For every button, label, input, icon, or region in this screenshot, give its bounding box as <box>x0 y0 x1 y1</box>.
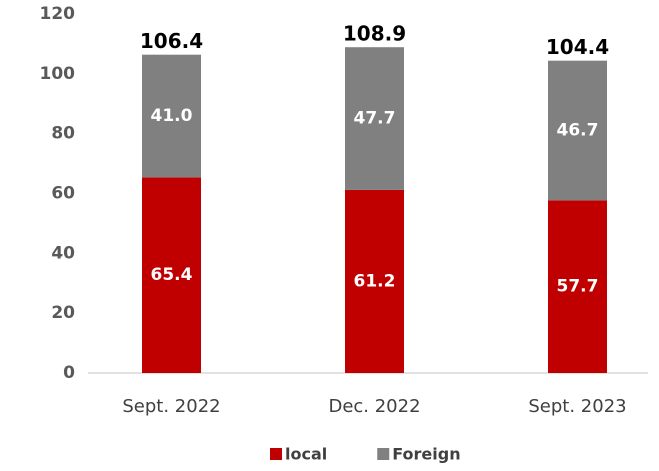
x-tick-label: Dec. 2022 <box>328 396 420 417</box>
legend-label: Foreign <box>392 445 460 464</box>
data-label: 61.2 <box>354 271 396 291</box>
y-tick-label: 120 <box>40 4 76 24</box>
total-label: 106.4 <box>140 29 203 53</box>
y-tick-label: 100 <box>40 64 76 84</box>
data-label: 47.7 <box>354 109 396 129</box>
bar-segment <box>548 200 607 373</box>
data-label: 65.4 <box>151 265 193 285</box>
y-tick-label: 20 <box>51 303 75 323</box>
legend-swatch <box>377 448 390 460</box>
total-label: 104.4 <box>546 35 609 59</box>
y-tick-label: 80 <box>51 124 75 144</box>
y-tick-label: 0 <box>63 363 75 383</box>
y-tick-label: 60 <box>51 184 75 204</box>
data-label: 57.7 <box>557 277 599 297</box>
data-label: 41.0 <box>151 106 193 126</box>
total-label: 108.9 <box>343 22 406 46</box>
legend-label: local <box>285 445 327 464</box>
data-label: 46.7 <box>557 121 599 141</box>
x-tick-label: Sept. 2022 <box>122 396 220 417</box>
bar-segment <box>548 60 607 201</box>
legend-swatch <box>270 448 282 460</box>
bar-segment <box>345 47 404 190</box>
y-tick-label: 40 <box>51 243 75 263</box>
bar-segment <box>142 54 201 178</box>
bar-segment <box>142 177 201 373</box>
x-tick-label: Sept. 2023 <box>528 396 626 417</box>
bar-segment <box>345 189 404 373</box>
